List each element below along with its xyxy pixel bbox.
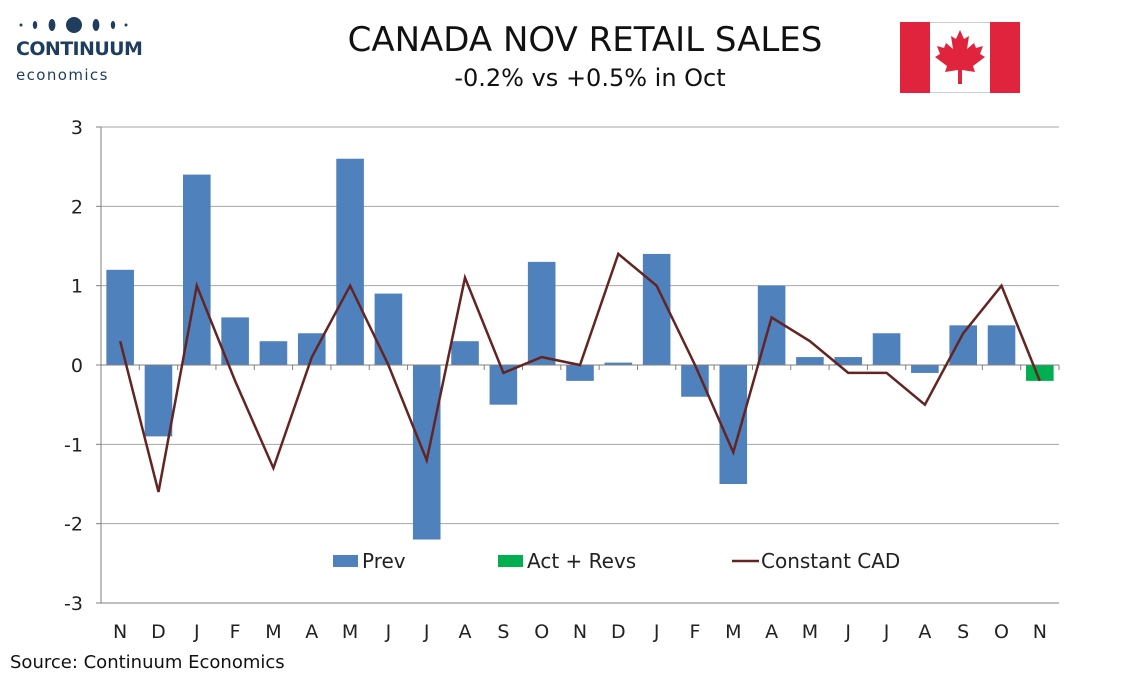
logo-tagline: economics xyxy=(16,66,109,84)
bar-prev xyxy=(681,365,709,397)
chart-subtitle: -0.2% vs +0.5% in Oct xyxy=(454,64,726,92)
legend-constant-cad-label: Constant CAD xyxy=(761,549,900,573)
bar-act-revs xyxy=(1026,365,1054,381)
x-tick-label: J xyxy=(653,621,660,643)
x-tick-label: M xyxy=(725,621,741,643)
bar-prev xyxy=(719,365,748,484)
x-tick-label: J xyxy=(844,621,851,643)
x-tick-label: A xyxy=(765,621,778,643)
x-tick-label: S xyxy=(497,621,509,643)
canada-flag-icon xyxy=(900,22,1020,93)
continuum-logo: CONTINUUM economics xyxy=(14,14,144,84)
bar-prev xyxy=(949,325,977,365)
y-tick-label: 2 xyxy=(71,196,83,218)
bars-layer xyxy=(106,158,1054,540)
x-tick-label: D xyxy=(611,621,626,643)
logo-dots-icon xyxy=(19,17,128,33)
bar-prev xyxy=(106,269,134,365)
bar-prev xyxy=(566,365,594,381)
bar-prev xyxy=(259,341,288,365)
y-tick-labels: 3 2 1 0 -1 -2 -3 xyxy=(64,117,83,615)
x-tick-label: N xyxy=(113,621,127,643)
x-tick-label: A xyxy=(305,621,318,643)
legend-act-revs-swatch xyxy=(498,555,523,567)
x-tick-label: O xyxy=(534,621,549,643)
y-tick-label: -1 xyxy=(64,434,83,456)
x-tick-label: M xyxy=(265,621,281,643)
bar-prev xyxy=(451,341,479,365)
x-tick-label: J xyxy=(385,621,392,643)
x-tick-label: O xyxy=(994,621,1009,643)
y-tick-label: 3 xyxy=(71,117,83,139)
x-tick-label: M xyxy=(802,621,818,643)
x-tick-label: N xyxy=(1033,621,1047,643)
bar-prev xyxy=(872,333,901,365)
legend-act-revs-label: Act + Revs xyxy=(527,549,636,573)
source-note: Source: Continuum Economics xyxy=(10,652,285,673)
bar-prev xyxy=(336,158,364,365)
legend-prev-label: Prev xyxy=(362,549,406,573)
bar-prev xyxy=(911,365,939,373)
legend-prev-swatch xyxy=(333,555,358,567)
chart-title: CANADA NOV RETAIL SALES xyxy=(347,20,823,60)
legend: Prev Act + Revs Constant CAD xyxy=(333,549,900,573)
x-tick-label: A xyxy=(459,621,472,643)
x-tick-label: J xyxy=(193,621,200,643)
line-constant-cad xyxy=(118,251,1041,493)
bar-prev xyxy=(796,357,824,365)
y-tick-label: -2 xyxy=(64,514,83,536)
x-tick-label: N xyxy=(573,621,587,643)
x-tick-label: F xyxy=(230,621,241,643)
bar-prev xyxy=(374,293,403,365)
bar-prev xyxy=(604,362,633,365)
y-tick-label: 0 xyxy=(71,355,83,377)
x-tick-label: S xyxy=(957,621,969,643)
x-tick-label: A xyxy=(918,621,931,643)
logo-wordmark: CONTINUUM xyxy=(16,38,143,60)
line-layer xyxy=(118,251,1041,493)
bar-prev xyxy=(144,365,173,437)
bar-prev xyxy=(527,261,556,365)
bar-prev xyxy=(834,357,863,365)
y-tick-label: -3 xyxy=(64,593,83,615)
bar-prev xyxy=(987,325,1016,365)
x-tick-label: D xyxy=(151,621,166,643)
x-tick-label: F xyxy=(689,621,700,643)
x-tick-label: J xyxy=(423,621,430,643)
x-tick-label: M xyxy=(342,621,358,643)
x-tick-label: J xyxy=(883,621,890,643)
bar-prev xyxy=(412,365,441,540)
bar-prev xyxy=(642,253,671,365)
y-tick-label: 1 xyxy=(71,276,83,298)
